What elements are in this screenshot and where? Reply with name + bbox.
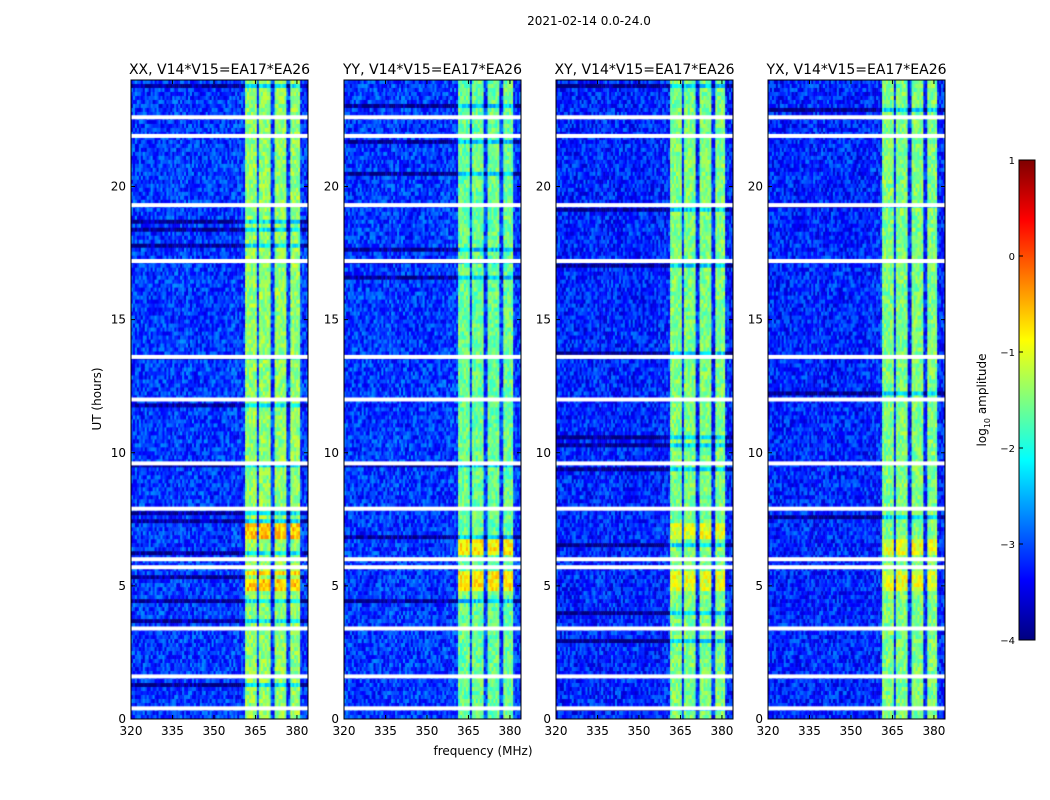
plot-frame xyxy=(555,79,734,720)
y-tick-label: 15 xyxy=(536,313,551,327)
x-tick-label: 320 xyxy=(120,724,143,738)
x-tick-label: 335 xyxy=(161,724,184,738)
x-tick-label: 380 xyxy=(498,724,521,738)
colorbar-tick-label: −2 xyxy=(1000,444,1015,455)
colorbar-label-subscript: 10 xyxy=(983,418,992,428)
heatmap-raster xyxy=(131,80,308,719)
colorbar-ticks: 1 0 −1 −2 −3 −4 xyxy=(1000,156,1023,647)
x-tick-label: 320 xyxy=(545,724,568,738)
x-tick-label: 350 xyxy=(840,724,863,738)
y-tick-label: 0 xyxy=(118,712,126,726)
y-axis-label: UT (hours) xyxy=(90,367,104,430)
figure-suptitle: 2021-02-14 0.0-24.0 xyxy=(527,14,651,28)
colorbar-label-base: log xyxy=(975,428,989,446)
panel-1: YY, V14*V15=EA17*EA26 320 335 350 365 380 0 5 10… xyxy=(324,62,522,738)
panel-2: XY, V14*V15=EA17*EA26 320 335 350 365 380 0 5 10… xyxy=(536,62,735,738)
y-tick-label: 20 xyxy=(111,180,126,194)
heatmap-canvas xyxy=(344,80,521,719)
y-tick-label: 10 xyxy=(748,446,763,460)
x-tick-label: 365 xyxy=(881,724,904,738)
x-tick-label: 335 xyxy=(374,724,397,738)
y-tick-label: 0 xyxy=(543,712,551,726)
heatmap-raster xyxy=(344,80,521,719)
y-tick-label: 20 xyxy=(536,180,551,194)
plot-frame xyxy=(343,79,522,720)
plot-frame xyxy=(130,79,309,720)
y-tick-label: 5 xyxy=(543,579,551,593)
y-tick-label: 5 xyxy=(118,579,126,593)
x-tick-label: 365 xyxy=(669,724,692,738)
panel-0: XX, V14*V15=EA17*EA26 320 335 350 365 380 0 5 10… xyxy=(111,62,310,738)
panel-title: XY, V14*V15=EA17*EA26 xyxy=(554,62,734,78)
heatmap-raster xyxy=(556,80,733,719)
colorbar-tick-label: 1 xyxy=(1009,156,1015,167)
panel-title: YY, V14*V15=EA17*EA26 xyxy=(342,62,522,78)
y-tick-label: 10 xyxy=(111,446,126,460)
x-tick-label: 350 xyxy=(628,724,651,738)
x-tick-label: 365 xyxy=(244,724,267,738)
x-tick-label: 350 xyxy=(416,724,439,738)
plot-frame xyxy=(767,79,946,720)
y-tick-label: 15 xyxy=(748,313,763,327)
panel-title: YX, V14*V15=EA17*EA26 xyxy=(765,62,946,78)
colorbar-scale xyxy=(1018,159,1036,641)
x-tick-label: 380 xyxy=(285,724,308,738)
colorbar-tick-label: −3 xyxy=(1000,540,1015,551)
y-tick-label: 5 xyxy=(755,579,763,593)
colorbar: 10−1−2−3−4 log10 amplitude xyxy=(975,156,1036,647)
x-tick-label: 335 xyxy=(798,724,821,738)
heatmap-canvas xyxy=(768,80,945,719)
x-tick-label: 380 xyxy=(710,724,733,738)
x-tick-label: 335 xyxy=(586,724,609,738)
x-tick-label: 320 xyxy=(757,724,780,738)
panel-title: XX, V14*V15=EA17*EA26 xyxy=(129,62,310,78)
y-tick-label: 10 xyxy=(324,446,339,460)
colorbar-tick-label: 0 xyxy=(1009,252,1015,263)
x-tick-label: 365 xyxy=(457,724,480,738)
panel-3: YX, V14*V15=EA17*EA26 320 335 350 365 380 0 5 10… xyxy=(748,62,947,738)
x-tick-label: 350 xyxy=(203,724,226,738)
x-tick-label: 380 xyxy=(922,724,945,738)
y-tick-label: 20 xyxy=(324,180,339,194)
y-tick-label: 15 xyxy=(111,313,126,327)
y-tick-label: 20 xyxy=(748,180,763,194)
heatmap-canvas xyxy=(556,80,733,719)
heatmap-canvas xyxy=(131,80,308,719)
y-tick-label: 10 xyxy=(536,446,551,460)
y-tick-label: 0 xyxy=(755,712,763,726)
y-tick-label: 15 xyxy=(324,313,339,327)
y-tick-label: 0 xyxy=(331,712,339,726)
colorbar-tick-label: −1 xyxy=(1000,348,1015,359)
panels: XX, V14*V15=EA17*EA26 320 335 350 365 380 0 5 10… xyxy=(111,62,947,738)
x-tick-label: 320 xyxy=(333,724,356,738)
y-tick-label: 5 xyxy=(331,579,339,593)
colorbar-tick-label: −4 xyxy=(1000,636,1015,647)
colorbar-label-rest: amplitude xyxy=(975,354,989,418)
colorbar-label: log10 amplitude xyxy=(975,354,992,447)
heatmap-raster xyxy=(768,80,945,719)
x-axis-label: frequency (MHz) xyxy=(433,744,532,758)
